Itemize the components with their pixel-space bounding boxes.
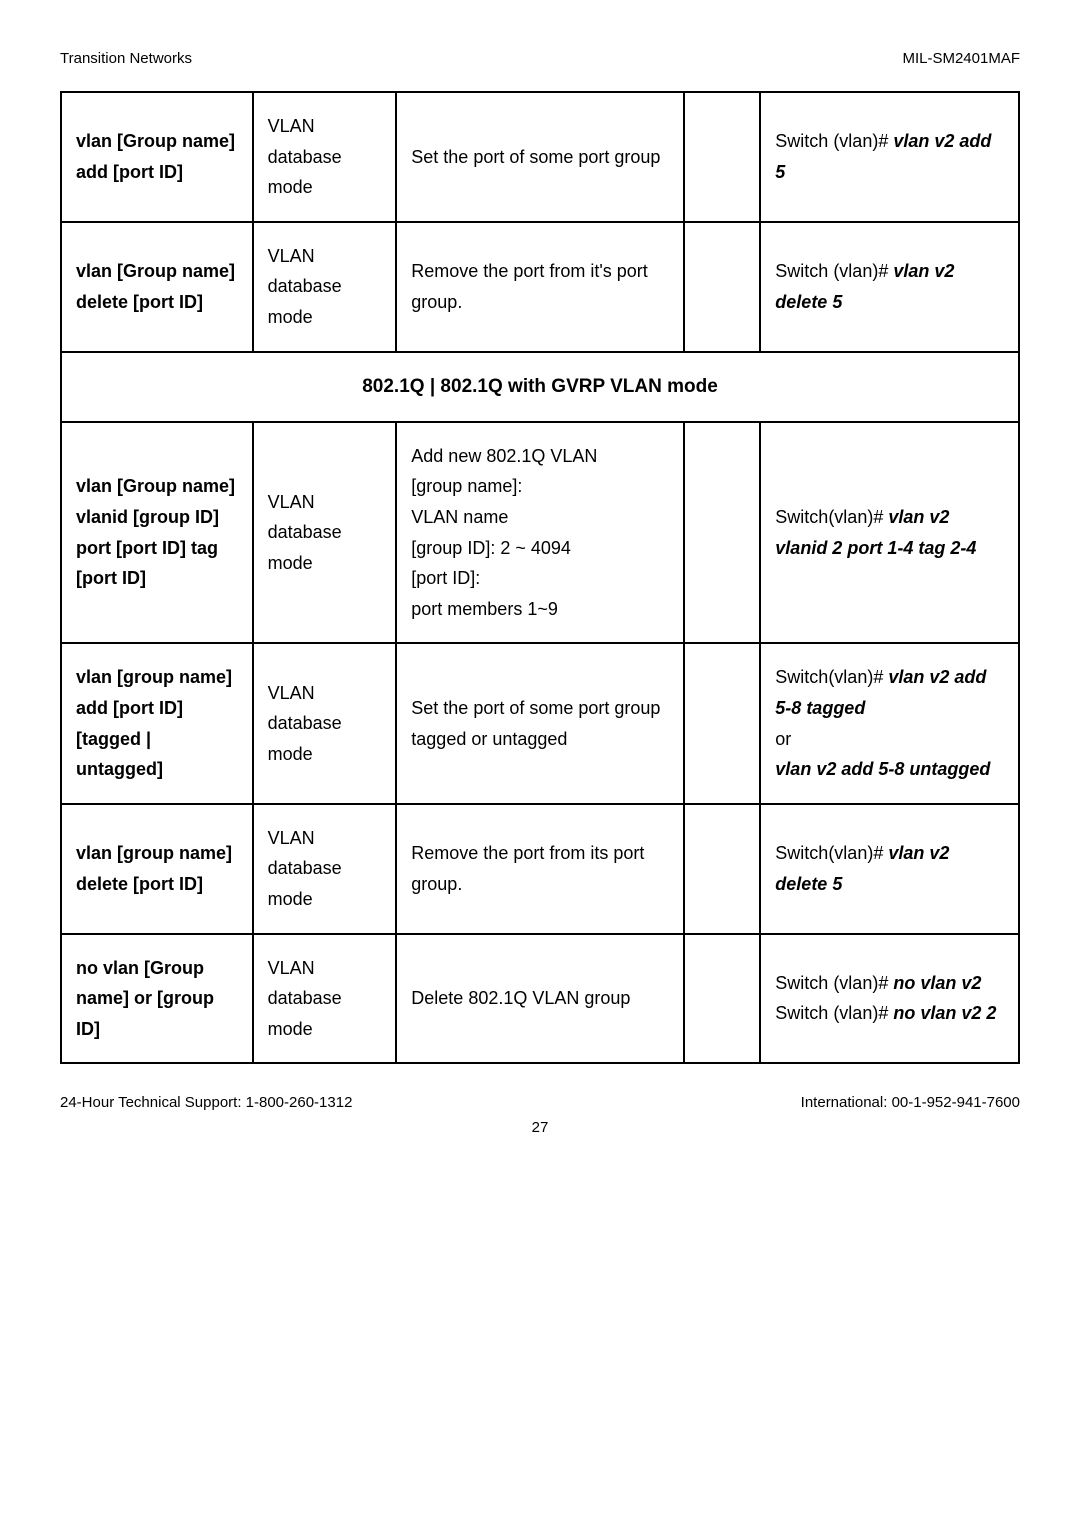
mode-cell: VLAN database mode [253, 92, 397, 222]
example-cell: Switch (vlan)# no vlan v2Switch (vlan)# … [760, 934, 1019, 1064]
mode-cell: VLAN database mode [253, 804, 397, 934]
empty-cell [684, 92, 761, 222]
table-row: vlan [Group name] delete [port ID]VLAN d… [61, 222, 1019, 352]
description-cell: Remove the port from its port group. [396, 804, 683, 934]
description-cell: Set the port of some port group [396, 92, 683, 222]
command-cell: vlan [group name] delete [port ID] [61, 804, 253, 934]
empty-cell [684, 422, 761, 644]
table-row: no vlan [Group name] or [group ID]VLAN d… [61, 934, 1019, 1064]
mode-cell: VLAN database mode [253, 222, 397, 352]
command-cell: vlan [Group name] vlanid [group ID] port… [61, 422, 253, 644]
description-cell: Remove the port from it's port group. [396, 222, 683, 352]
section-header: 802.1Q | 802.1Q with GVRP VLAN mode [61, 352, 1019, 422]
header-right: MIL-SM2401MAF [902, 50, 1020, 67]
table-row: vlan [Group name] vlanid [group ID] port… [61, 422, 1019, 644]
empty-cell [684, 222, 761, 352]
command-cell: vlan [group name] add [port ID] [tagged … [61, 643, 253, 803]
header-left: Transition Networks [60, 50, 192, 67]
command-cell: no vlan [Group name] or [group ID] [61, 934, 253, 1064]
example-cell: Switch(vlan)# vlan v2 add 5-8 taggedorvl… [760, 643, 1019, 803]
example-cell: Switch(vlan)# vlan v2 vlanid 2 port 1-4 … [760, 422, 1019, 644]
empty-cell [684, 643, 761, 803]
mode-cell: VLAN database mode [253, 643, 397, 803]
command-cell: vlan [Group name] add [port ID] [61, 92, 253, 222]
table-row: vlan [group name] add [port ID] [tagged … [61, 643, 1019, 803]
description-cell: Set the port of some port group tagged o… [396, 643, 683, 803]
example-cell: Switch(vlan)# vlan v2 delete 5 [760, 804, 1019, 934]
example-cell: Switch (vlan)# vlan v2 add 5 [760, 92, 1019, 222]
mode-cell: VLAN database mode [253, 934, 397, 1064]
table-row: vlan [group name] delete [port ID]VLAN d… [61, 804, 1019, 934]
example-cell: Switch (vlan)# vlan v2 delete 5 [760, 222, 1019, 352]
footer-right: International: 00-1-952-941-7600 [801, 1094, 1020, 1111]
mode-cell: VLAN database mode [253, 422, 397, 644]
footer-left: 24-Hour Technical Support: 1-800-260-131… [60, 1094, 352, 1111]
command-table: vlan [Group name] add [port ID]VLAN data… [60, 91, 1020, 1064]
command-cell: vlan [Group name] delete [port ID] [61, 222, 253, 352]
page-number: 27 [60, 1119, 1020, 1136]
description-cell: Delete 802.1Q VLAN group [396, 934, 683, 1064]
description-cell: Add new 802.1Q VLAN[group name]:VLAN nam… [396, 422, 683, 644]
table-row: vlan [Group name] add [port ID]VLAN data… [61, 92, 1019, 222]
empty-cell [684, 934, 761, 1064]
empty-cell [684, 804, 761, 934]
